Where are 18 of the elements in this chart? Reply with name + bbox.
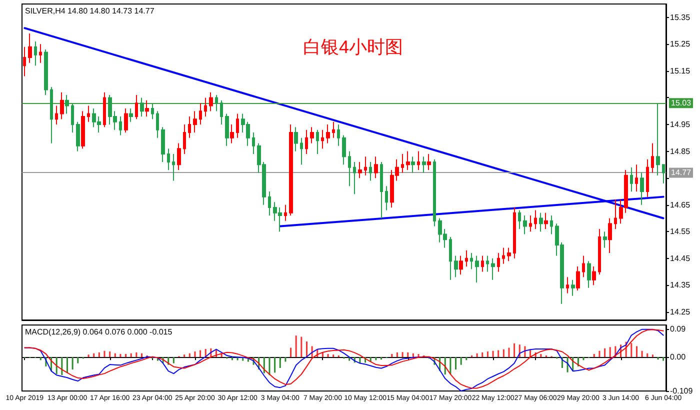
y-tick-label: 14.55 — [670, 227, 691, 236]
y-tick-label: 14.45 — [670, 254, 691, 263]
ref-line-label: 15.03 — [671, 98, 692, 108]
y-tick-label: 15.15 — [670, 66, 691, 76]
y-tick-label: -0.109 — [670, 386, 694, 396]
y-tick-label: 14.35 — [670, 280, 691, 290]
y-tick-label: 0.00 — [670, 352, 686, 362]
text: 白银4小时图 — [303, 37, 404, 57]
annotation: MACD(12,26,9) 0.064 0.076 0.000 -0.015 — [25, 328, 173, 336]
annotation: SILVER,H4 14.80 14.80 14.73 14.77 — [25, 6, 155, 16]
ref-line-label: 14.77 — [671, 168, 692, 178]
y-tick-label: 14.85 — [670, 146, 691, 156]
y-tick-label: 14.65 — [670, 200, 691, 210]
y-tick-label: 14.25 — [670, 307, 691, 316]
y-tick-label: 15.35 — [670, 12, 691, 22]
y-tick-label: 14.95 — [670, 120, 691, 130]
y-tick-label: 0.09 — [670, 324, 686, 334]
y-tick-label: 15.25 — [670, 40, 691, 49]
